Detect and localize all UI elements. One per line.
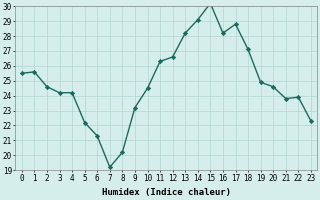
X-axis label: Humidex (Indice chaleur): Humidex (Indice chaleur) — [102, 188, 231, 197]
